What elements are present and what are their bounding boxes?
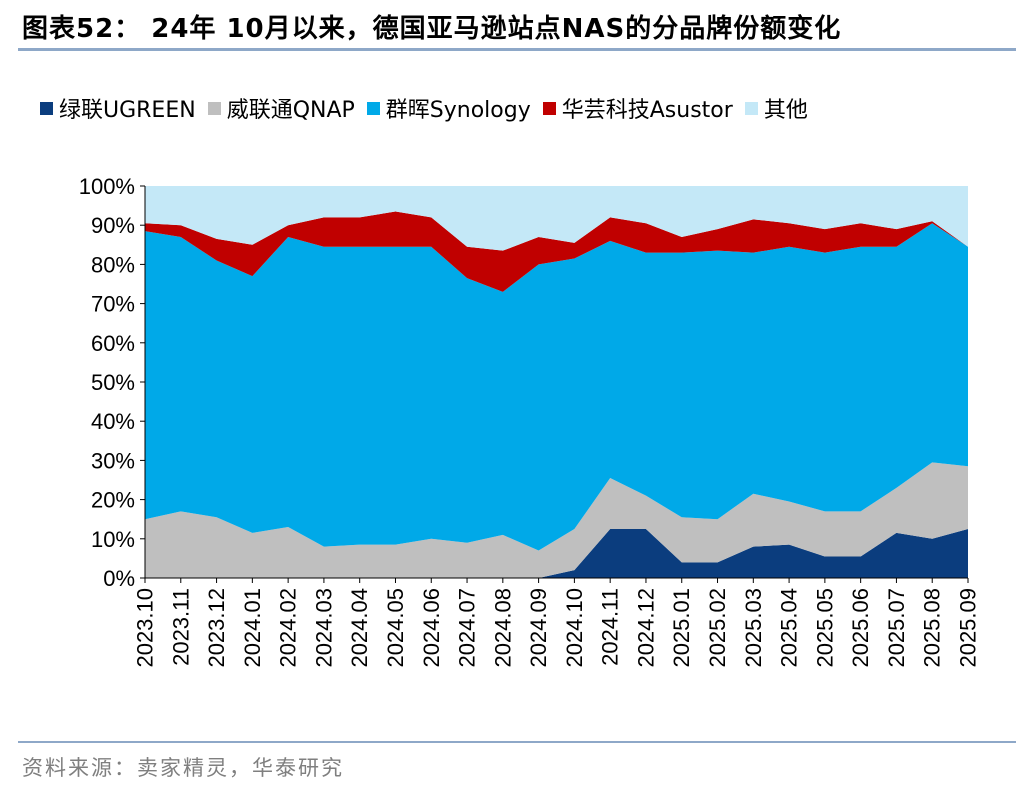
series-area [145, 186, 968, 251]
legend-label: 绿联UGREEN [59, 98, 196, 123]
y-tick-label: 80% [91, 252, 135, 277]
y-tick-label: 100% [79, 174, 135, 199]
legend-label: 华芸科技Asustor [561, 98, 733, 123]
legend-swatch [366, 101, 380, 115]
x-tick-label: 2023.11 [168, 588, 193, 666]
legend-item: 华芸科技Asustor [542, 92, 733, 124]
legend-label: 其他 [763, 98, 808, 123]
y-tick-label: 30% [91, 448, 135, 473]
x-tick-label: 2025.03 [741, 588, 766, 668]
chart-legend: 绿联UGREEN 威联通QNAP 群晖Synology 华芸科技Asustor … [40, 92, 820, 124]
series-area [145, 211, 968, 292]
x-tick-label: 2025.09 [956, 588, 981, 668]
stacked-area-chart: 0% 10% 20% 30% 40% 50% 60% 70% 80% 90% 100% 2023.10… [79, 174, 981, 668]
y-tick-label: 50% [91, 370, 135, 395]
x-tick-label: 2024.08 [490, 588, 515, 668]
x-tick-label: 2024.06 [419, 588, 444, 668]
legend-swatch [744, 101, 758, 115]
x-tick-label: 2023.10 [133, 588, 158, 668]
legend-swatch [40, 101, 53, 115]
y-tick-label: 0% [103, 566, 135, 591]
x-tick-label: 2024.12 [633, 588, 658, 668]
legend-item: 群晖Synology [366, 92, 531, 124]
legend-label: 群晖Synology [385, 98, 531, 123]
x-tick-label: 2024.04 [347, 588, 372, 668]
x-tick-label: 2025.07 [884, 588, 909, 668]
y-tick-label: 10% [91, 527, 135, 552]
x-tick-label: 2025.04 [777, 588, 802, 668]
series-area [145, 529, 968, 578]
chart-title: 图表52： 24年 10月以来，德国亚马逊站点NAS的分品牌份额变化 [22, 14, 842, 44]
x-tick-label: 2024.01 [240, 588, 265, 668]
y-tick-label: 70% [91, 292, 135, 317]
x-tick-label: 2025.08 [920, 588, 945, 668]
x-tick-label: 2024.09 [526, 588, 551, 668]
y-tick-label: 60% [91, 331, 135, 356]
legend-swatch [207, 101, 221, 115]
legend-label: 威联通QNAP [226, 98, 355, 123]
x-tick-label: 2025.01 [669, 588, 694, 668]
x-tick-label: 2024.05 [383, 588, 408, 668]
x-tick-label: 2024.03 [311, 588, 336, 668]
x-tick-label: 2024.10 [562, 588, 587, 668]
x-tick-label: 2025.06 [848, 588, 873, 668]
legend-item: 绿联UGREEN [40, 92, 196, 124]
y-tick-label: 40% [91, 409, 135, 434]
y-tick-label: 20% [91, 488, 135, 513]
x-tick-label: 2025.02 [705, 588, 730, 668]
series-area [145, 462, 968, 578]
x-tick-label: 2023.12 [204, 588, 229, 668]
legend-item: 威联通QNAP [207, 92, 355, 124]
source-note: 资料来源：卖家精灵，华泰研究 [22, 756, 344, 780]
x-tick-label: 2024.11 [598, 588, 623, 666]
legend-swatch [542, 101, 556, 115]
series-area [145, 223, 968, 551]
x-tick-label: 2024.02 [276, 588, 301, 668]
y-tick-label: 90% [91, 213, 135, 238]
title-divider [18, 48, 1016, 51]
legend-item: 其他 [744, 92, 808, 124]
x-tick-label: 2024.07 [455, 588, 480, 668]
footer-divider [18, 741, 1016, 743]
x-tick-label: 2025.05 [812, 588, 837, 668]
